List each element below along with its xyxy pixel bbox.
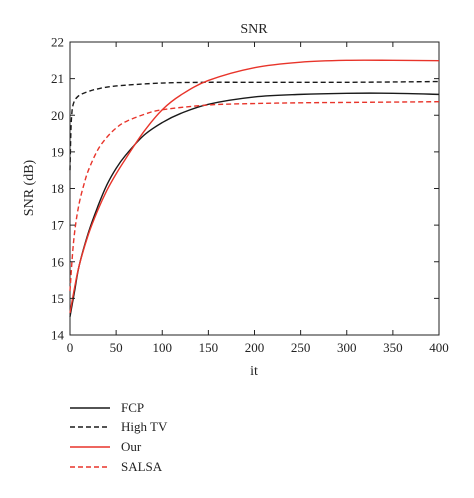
x-tick-label: 350 bbox=[383, 340, 403, 355]
x-tick-label: 300 bbox=[337, 340, 357, 355]
chart-title: SNR bbox=[240, 22, 268, 37]
x-tick-label: 50 bbox=[110, 340, 123, 355]
x-tick-label: 150 bbox=[199, 340, 219, 355]
plot-area: 0 50 100 150 200 250 300 350 400 14 15 16 17 18 19 20 21… bbox=[51, 35, 449, 356]
legend-label-high-tv: High TV bbox=[121, 419, 168, 434]
y-tick-label: 16 bbox=[51, 254, 65, 269]
x-tick-label: 400 bbox=[429, 340, 449, 355]
x-axis-title: it bbox=[250, 364, 258, 379]
legend-item-our: Our bbox=[70, 439, 142, 454]
series-line-salsa bbox=[69, 101, 440, 292]
legend-label-our: Our bbox=[121, 439, 142, 454]
y-tick-label: 15 bbox=[51, 291, 64, 306]
series-line-high-tv bbox=[69, 80, 440, 171]
plot-frame bbox=[69, 41, 440, 336]
series-layer bbox=[69, 59, 440, 317]
ticks-layer: 0 50 100 150 200 250 300 350 400 14 15 16 17 18 19 20 21… bbox=[51, 35, 449, 356]
legend-label-salsa: SALSA bbox=[121, 459, 163, 474]
x-tick-label: 250 bbox=[291, 340, 311, 355]
x-tick-label: 0 bbox=[67, 340, 74, 355]
y-tick-label: 17 bbox=[51, 218, 65, 233]
legend-label-fcp: FCP bbox=[121, 400, 144, 415]
legend-item-high-tv: High TV bbox=[70, 419, 168, 434]
y-tick-label: 14 bbox=[51, 328, 65, 343]
y-tick-label: 19 bbox=[51, 144, 64, 159]
y-tick-label: 21 bbox=[51, 71, 64, 86]
series-line-our bbox=[69, 59, 440, 314]
y-tick-label: 22 bbox=[51, 35, 64, 50]
legend: FCP High TV Our SALSA bbox=[70, 400, 168, 474]
y-tick-label: 18 bbox=[51, 181, 64, 196]
series-line-fcp bbox=[69, 92, 440, 317]
x-tick-label: 100 bbox=[153, 340, 173, 355]
legend-item-salsa: SALSA bbox=[70, 459, 163, 474]
y-tick-label: 20 bbox=[51, 108, 64, 123]
y-axis-title: SNR (dB) bbox=[22, 159, 37, 216]
x-tick-label: 200 bbox=[245, 340, 265, 355]
legend-item-fcp: FCP bbox=[70, 400, 144, 415]
